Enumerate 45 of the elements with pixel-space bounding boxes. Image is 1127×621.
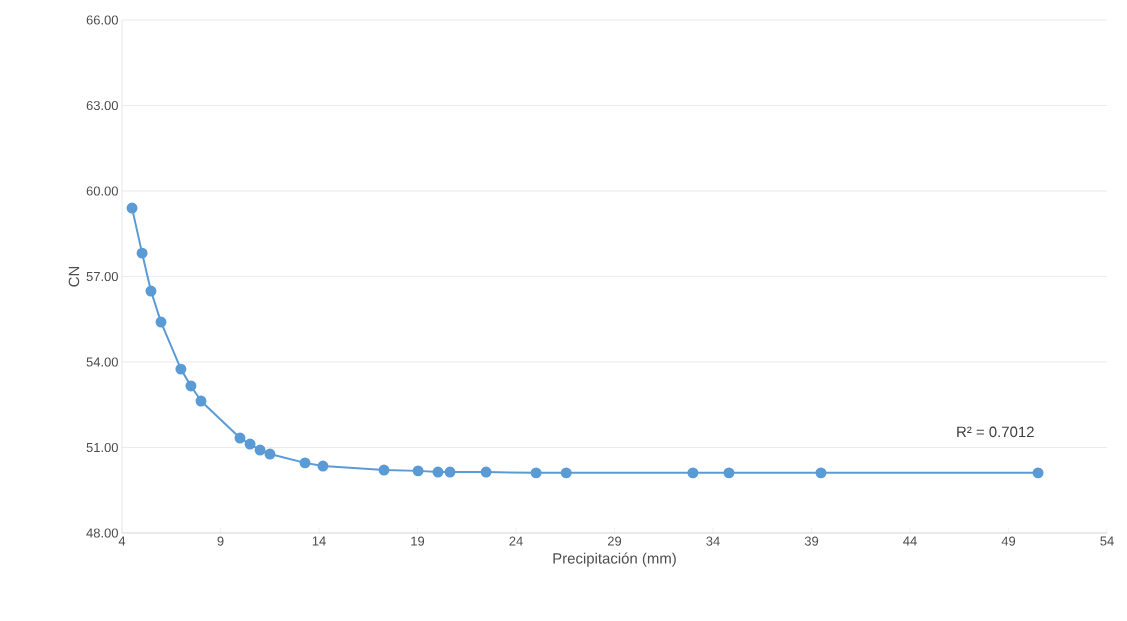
point bbox=[264, 448, 276, 460]
point bbox=[195, 395, 207, 407]
y-tick-label: 63.00 bbox=[86, 100, 118, 111]
point bbox=[317, 460, 329, 472]
point bbox=[126, 202, 138, 214]
x-tick-label: 29 bbox=[607, 536, 622, 546]
x-tick-label: 39 bbox=[804, 536, 819, 546]
point bbox=[480, 466, 492, 478]
point bbox=[687, 467, 699, 479]
y-tick-label: 51.00 bbox=[86, 442, 118, 453]
point bbox=[560, 467, 572, 479]
x-tick-label: 44 bbox=[903, 536, 917, 546]
point bbox=[244, 438, 256, 450]
point bbox=[412, 465, 424, 477]
point bbox=[378, 464, 390, 476]
point bbox=[530, 467, 542, 479]
x-tick-label: 54 bbox=[1100, 536, 1114, 546]
x-tick-label: 24 bbox=[509, 536, 523, 546]
point bbox=[145, 285, 157, 297]
point bbox=[185, 380, 197, 392]
x-tick-label: 4 bbox=[118, 536, 126, 546]
point bbox=[175, 363, 187, 375]
y-axis-title: CN bbox=[68, 266, 80, 287]
point bbox=[432, 466, 444, 478]
point bbox=[815, 467, 827, 479]
point bbox=[723, 467, 735, 479]
annotation: R² = 0.7012 bbox=[957, 426, 1034, 438]
y-tick-label: 60.00 bbox=[86, 186, 118, 196]
y-tick-label: 54.00 bbox=[86, 357, 118, 367]
x-axis-title: Precipitación (mm) bbox=[553, 552, 676, 567]
point bbox=[444, 466, 456, 478]
point bbox=[299, 457, 311, 469]
x-tick-label: 9 bbox=[217, 536, 224, 546]
point bbox=[1032, 467, 1044, 479]
point bbox=[136, 247, 148, 259]
x-tick-label: 19 bbox=[411, 536, 425, 546]
x-tick-label: 49 bbox=[1001, 536, 1016, 546]
y-tick-label: 57.00 bbox=[86, 271, 118, 282]
y-tick-label: 66.00 bbox=[86, 15, 118, 25]
x-tick-label: 14 bbox=[312, 536, 326, 546]
point bbox=[254, 444, 266, 456]
point bbox=[234, 432, 246, 444]
y-tick-label: 48.00 bbox=[86, 528, 118, 538]
point bbox=[155, 316, 167, 328]
x-tick-label: 34 bbox=[706, 536, 720, 546]
